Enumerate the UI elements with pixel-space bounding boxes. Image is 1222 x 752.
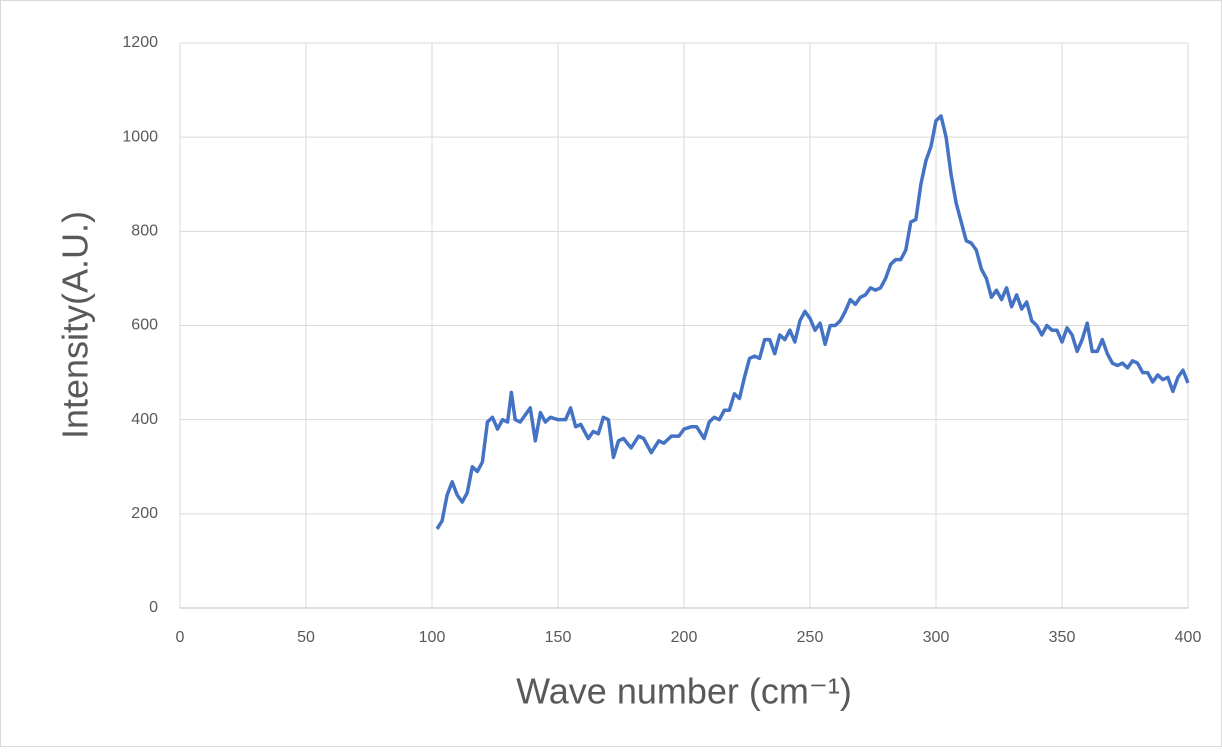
x-axis-title: Wave number (cm⁻¹) [516,671,852,712]
x-tick-label: 150 [545,629,572,646]
y-tick-label: 400 [131,411,158,428]
x-tick-label: 200 [671,629,698,646]
data-line [435,114,1190,530]
x-tick-label: 0 [176,629,185,646]
x-tick-label: 400 [1175,629,1202,646]
x-tick-label: 100 [419,629,446,646]
y-tick-label: 1000 [122,128,158,145]
x-tick-label: 350 [1049,629,1076,646]
y-tick-label: 800 [131,223,158,240]
x-tick-label: 50 [297,629,315,646]
y-tick-label: 200 [131,505,158,522]
x-tick-label: 300 [923,629,950,646]
y-tick-label: 0 [149,599,158,616]
y-tick-label: 600 [131,317,158,334]
y-axis-title: Intensity(A.U.) [55,211,96,439]
x-tick-label: 250 [797,629,824,646]
y-tick-label: 1200 [122,34,158,51]
